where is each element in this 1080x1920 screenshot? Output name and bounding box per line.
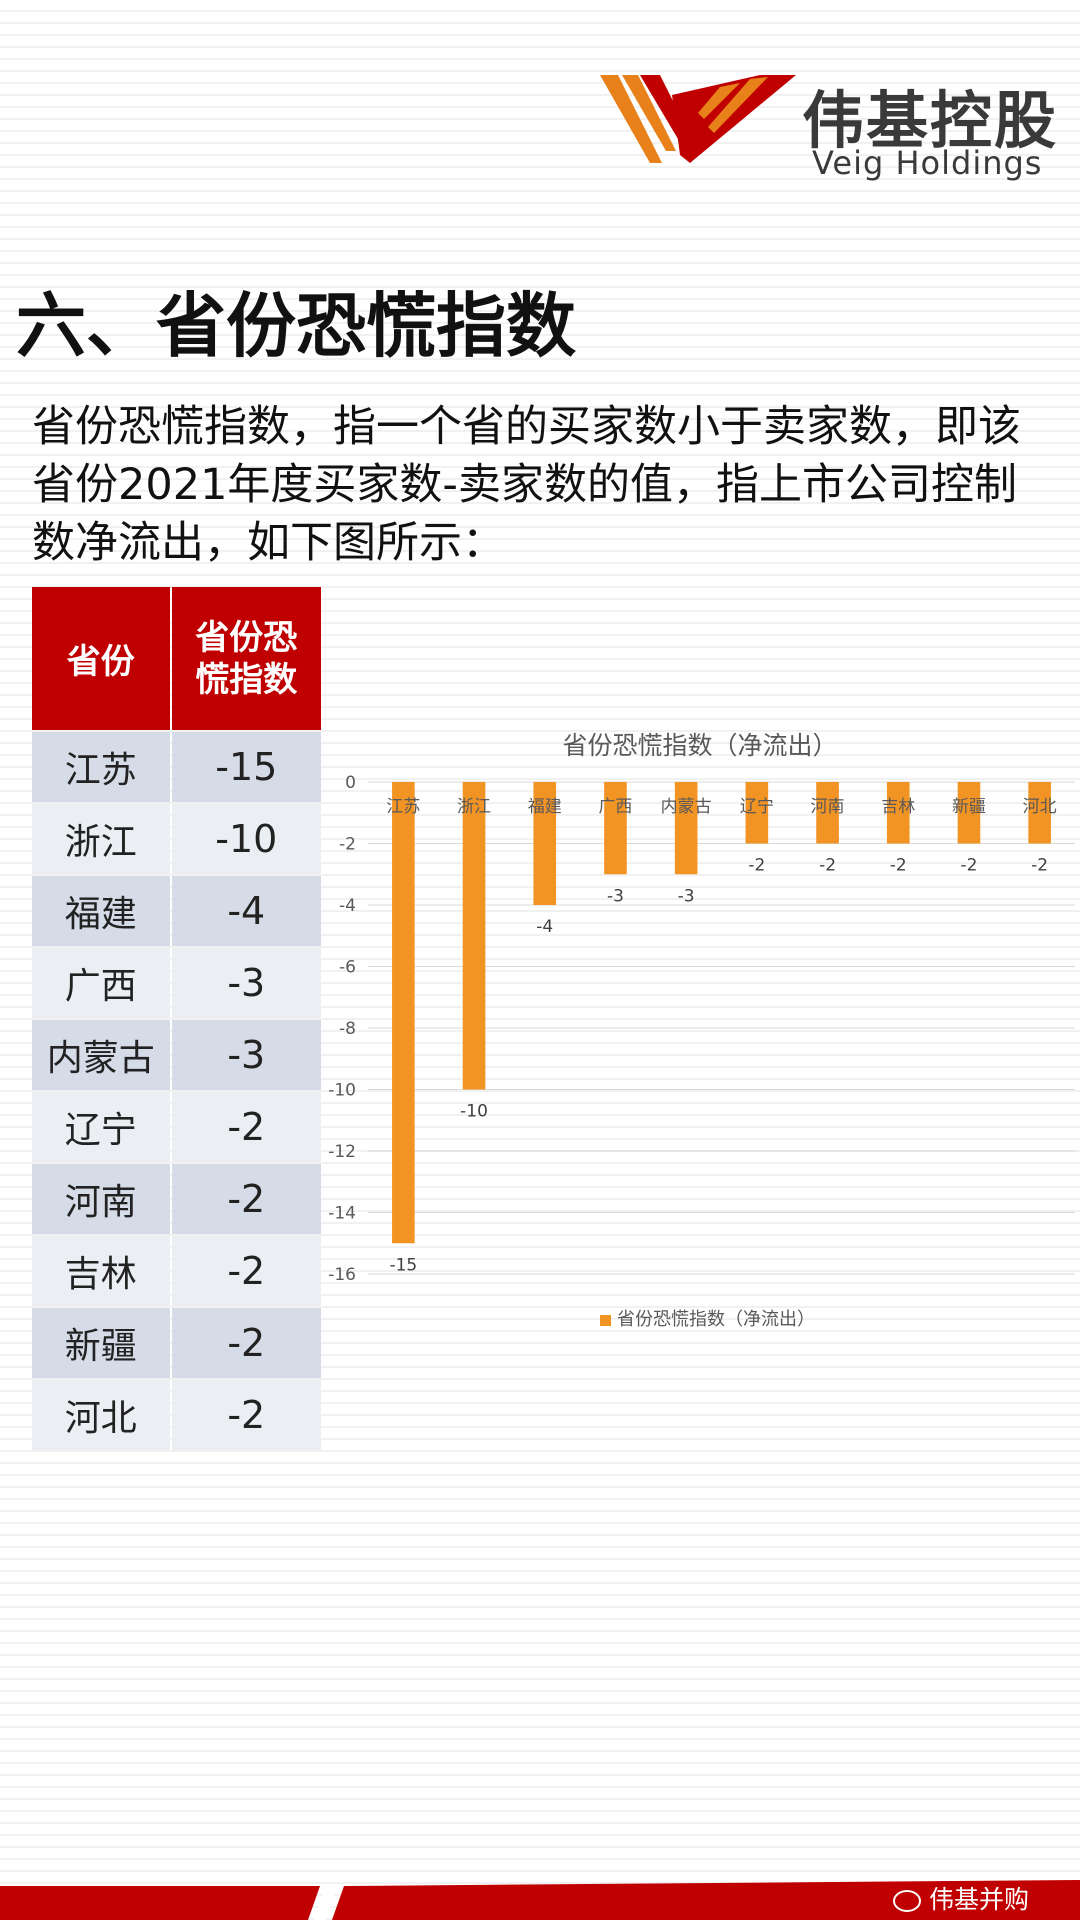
data-label: -10: [460, 1102, 488, 1122]
y-tick-label: -10: [328, 1081, 356, 1101]
province-cell: 内蒙古: [32, 1020, 170, 1090]
wechat-icon: [893, 1890, 921, 1912]
bar: [1028, 782, 1051, 844]
y-tick-label: -14: [328, 1204, 356, 1224]
bar: [886, 782, 910, 844]
panic-index-cell: -10: [171, 804, 321, 874]
province-cell: 浙江: [32, 804, 170, 874]
table-row: 江苏 -15: [32, 732, 321, 802]
header-panic-index-text: 省份恐慌指数: [195, 617, 298, 700]
bar: [533, 782, 557, 905]
table-row: 辽宁 -2: [32, 1092, 321, 1162]
header-panic-index: 省份恐慌指数: [171, 587, 321, 730]
panic-index-cell: -2: [171, 1092, 321, 1162]
data-label: -2: [1031, 856, 1048, 876]
data-label: -3: [678, 886, 695, 906]
legend-swatch: [600, 1314, 611, 1326]
bar: [816, 782, 839, 844]
y-tick-label: -8: [339, 1019, 356, 1039]
panic-index-cell: -2: [171, 1236, 321, 1306]
bar: [957, 782, 981, 844]
panic-index-cell: -15: [171, 732, 321, 802]
data-label: -2: [819, 856, 836, 876]
wechat-label: 伟基并购: [929, 1885, 1030, 1914]
data-label: -2: [890, 856, 907, 876]
y-tick-label: 0: [345, 773, 356, 793]
panic-index-cell: -2: [171, 1308, 321, 1378]
header-province: 省份: [32, 587, 170, 730]
table-row: 新疆 -2: [32, 1308, 321, 1378]
y-tick-label: -12: [328, 1142, 356, 1162]
y-tick-label: -6: [339, 958, 356, 978]
data-label: -3: [607, 886, 624, 906]
province-table: 省份 省份恐慌指数 江苏 -15 浙江 -10 福建 -4 广西 -3 内蒙古 -3 辽宁 -2 河南 -…: [30, 585, 323, 1452]
x-tick-label: 江苏: [386, 797, 420, 817]
chart-title: 省份恐慌指数（净流出）: [562, 731, 838, 760]
x-tick-label: 吉林: [881, 797, 915, 817]
data-label: -4: [536, 917, 553, 937]
x-tick-label: 浙江: [457, 797, 491, 817]
wechat-account: 伟基并购: [893, 1880, 1029, 1916]
bar-chart: 0 -2 -4 -6 -8 -10 -12 -14 -16 江苏 -15 浙江 -10 福建 -4 广西 -3 内…: [328, 773, 1075, 1285]
province-cell: 吉林: [32, 1236, 170, 1306]
x-tick-label: 内蒙古: [661, 797, 712, 817]
y-tick-label: -16: [328, 1265, 356, 1285]
brand-logo: 伟基控股 Veig Holdings: [600, 70, 1060, 185]
panic-index-cell: -4: [171, 876, 321, 946]
logo-name-cn: 伟基控股: [802, 84, 1059, 157]
province-cell: 河南: [32, 1164, 170, 1234]
bar: [745, 782, 769, 844]
table-row: 河南 -2: [32, 1164, 321, 1234]
data-label: -2: [748, 856, 765, 876]
veig-logo-mark-icon: [600, 75, 796, 163]
province-cell: 新疆: [32, 1308, 170, 1378]
panic-index-cell: -3: [171, 1020, 321, 1090]
panic-index-cell: -2: [171, 1164, 321, 1234]
logo-name-en: Veig Holdings: [812, 144, 1043, 182]
table-row: 河北 -2: [32, 1380, 321, 1450]
bar: [392, 782, 415, 1244]
x-tick-label: 辽宁: [740, 797, 774, 817]
province-cell: 江苏: [32, 732, 170, 802]
table-row: 福建 -4: [32, 876, 321, 946]
x-tick-label: 河南: [811, 797, 845, 817]
province-cell: 福建: [32, 876, 170, 946]
x-tick-label: 新疆: [952, 797, 986, 817]
table-row: 浙江 -10: [32, 804, 321, 874]
x-tick-label: 福建: [528, 797, 562, 817]
y-tick-label: -2: [339, 835, 356, 855]
legend-label: 省份恐慌指数（净流出）: [617, 1309, 815, 1330]
bar: [604, 782, 627, 875]
province-cell: 辽宁: [32, 1092, 170, 1162]
panic-index-cell: -2: [171, 1380, 321, 1450]
panic-index-cell: -3: [171, 948, 321, 1018]
chart-legend: 省份恐慌指数（净流出）: [600, 1305, 815, 1331]
footer-bar: [0, 1880, 1080, 1920]
data-label: -2: [960, 856, 977, 876]
bar: [674, 782, 698, 875]
section-title: 六、省份恐慌指数: [16, 285, 576, 367]
province-cell: 河北: [32, 1380, 170, 1450]
table-header-row: 省份 省份恐慌指数: [32, 587, 321, 730]
bar: [462, 782, 486, 1090]
table-row: 广西 -3: [32, 948, 321, 1018]
table-row: 内蒙古 -3: [32, 1020, 321, 1090]
x-tick-label: 广西: [598, 797, 632, 817]
y-tick-label: -4: [339, 896, 356, 916]
province-cell: 广西: [32, 948, 170, 1018]
data-label: -15: [389, 1255, 417, 1275]
x-tick-label: 河北: [1023, 797, 1057, 817]
table-row: 吉林 -2: [32, 1236, 321, 1306]
intro-paragraph: 省份恐慌指数，指一个省的买家数小于卖家数，即该省份2021年度买家数-卖家数的值…: [32, 402, 1021, 568]
